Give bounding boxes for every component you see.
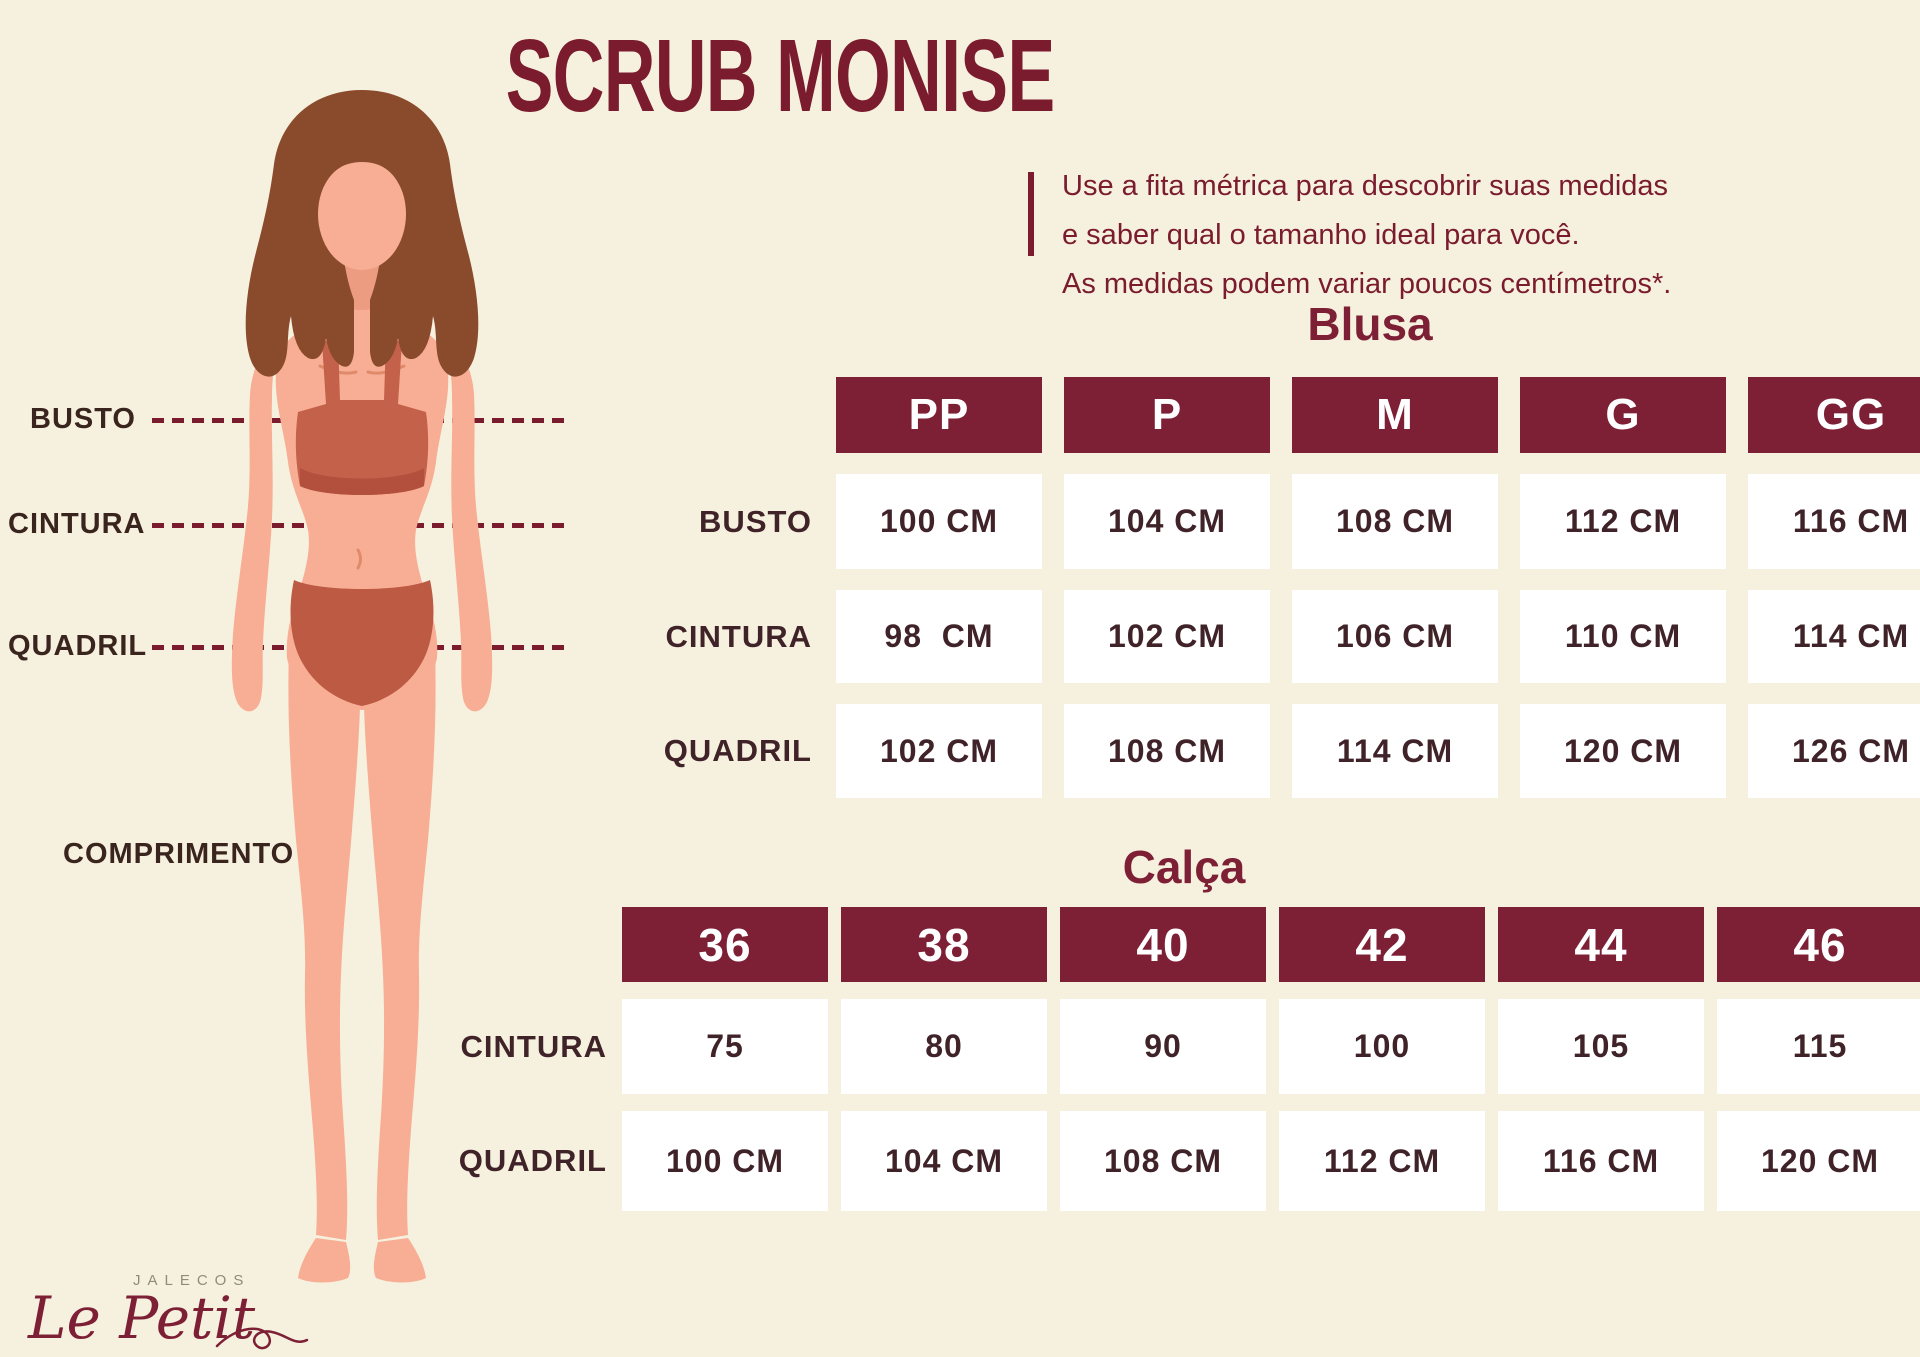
blusa-size-header-m: M — [1292, 377, 1498, 453]
figure-hair-fringe — [319, 144, 405, 196]
logo-le-petit-text: Le Petit — [28, 1284, 256, 1352]
busto-label: BUSTO — [30, 403, 136, 435]
intro-line-3: As medidas podem variar poucos centímetr… — [1062, 268, 1672, 300]
page-title: SCRUB MONISE — [505, 19, 1056, 134]
calca-size-header-42: 42 — [1279, 907, 1485, 982]
blusa-busto-gg: 116 CM — [1748, 474, 1920, 569]
blusa-size-header-p: P — [1064, 377, 1270, 453]
figure-bra-shadow — [300, 468, 424, 495]
quadril-label: QUADRIL — [8, 630, 148, 662]
blusa-busto-g: 112 CM — [1520, 474, 1726, 569]
intro-accent-bar — [1028, 172, 1034, 256]
figure-collarbones — [318, 364, 406, 375]
blusa-size-header-pp: PP — [836, 377, 1042, 453]
calca-size-header-38: 38 — [841, 907, 1047, 982]
blusa-row-label-busto: BUSTO — [699, 503, 812, 539]
blusa-busto-m: 108 CM — [1292, 474, 1498, 569]
figure-face — [318, 158, 406, 270]
blusa-cintura-m: 106 CM — [1292, 590, 1498, 683]
blusa-cintura-p: 102 CM — [1064, 590, 1270, 683]
blusa-size-table: PP P M G GG BUSTO 100 CM 104 CM 108 CM 1… — [663, 377, 1920, 798]
blusa-size-header-gg: GG — [1748, 377, 1920, 453]
figure-legs — [288, 648, 436, 1283]
calca-cintura-36: 75 — [622, 999, 828, 1094]
figure-navel — [356, 548, 362, 570]
blusa-cintura-g: 110 CM — [1520, 590, 1726, 683]
calca-cintura-40: 90 — [1060, 999, 1266, 1094]
calca-quadril-46: 120 CM — [1717, 1111, 1920, 1211]
calca-cintura-42: 100 — [1279, 999, 1485, 1094]
blusa-cintura-pp: 98 CM — [836, 590, 1042, 683]
blusa-quadril-gg: 126 CM — [1748, 704, 1920, 798]
calca-size-header-46: 46 — [1717, 907, 1920, 982]
calca-row-label-quadril: QUADRIL — [458, 1143, 607, 1178]
intro-line-2: e saber qual o tamanho ideal para você. — [1062, 219, 1580, 251]
calca-quadril-44: 116 CM — [1498, 1111, 1704, 1211]
blusa-row-label-quadril: QUADRIL — [663, 733, 812, 768]
calca-cintura-38: 80 — [841, 999, 1047, 1094]
calca-quadril-36: 100 CM — [622, 1111, 828, 1211]
calca-quadril-38: 104 CM — [841, 1111, 1047, 1211]
logo-jalecos-text: JALECOS — [133, 1272, 251, 1289]
calca-quadril-40: 108 CM — [1060, 1111, 1266, 1211]
calca-row-label-cintura: CINTURA — [460, 1028, 607, 1064]
intro-text: Use a fita métrica para descobrir suas m… — [1062, 162, 1671, 309]
figure-arms — [231, 334, 493, 712]
calca-size-header-36: 36 — [622, 907, 828, 982]
calca-size-header-40: 40 — [1060, 907, 1266, 982]
blusa-cintura-gg: 114 CM — [1748, 590, 1920, 683]
logo-flourish-icon — [215, 1327, 309, 1350]
calca-cintura-44: 105 — [1498, 999, 1704, 1094]
calca-header-spacer — [381, 907, 609, 982]
figure-panties — [290, 580, 434, 706]
blusa-row-label-cintura: CINTURA — [665, 618, 812, 654]
woman-figure-illustration — [231, 90, 493, 1283]
cintura-label: CINTURA — [8, 508, 146, 540]
calca-heading: Calça — [1122, 841, 1246, 893]
blusa-quadril-m: 114 CM — [1292, 704, 1498, 798]
blusa-quadril-g: 120 CM — [1520, 704, 1726, 798]
blusa-busto-pp: 100 CM — [836, 474, 1042, 569]
blusa-heading: Blusa — [1307, 298, 1433, 350]
calca-quadril-42: 112 CM — [1279, 1111, 1485, 1211]
figure-hair — [245, 90, 479, 377]
calca-size-header-44: 44 — [1498, 907, 1704, 982]
intro-line-1: Use a fita métrica para descobrir suas m… — [1062, 170, 1669, 202]
calca-size-table: 36 38 40 42 44 46 CINTURA 75 80 90 100 1… — [381, 907, 1920, 1211]
calca-cintura-46: 115 — [1717, 999, 1920, 1094]
figure-bra — [295, 338, 429, 495]
blusa-busto-p: 104 CM — [1064, 474, 1270, 569]
blusa-size-header-g: G — [1520, 377, 1726, 453]
blusa-quadril-pp: 102 CM — [836, 704, 1042, 798]
blusa-quadril-p: 108 CM — [1064, 704, 1270, 798]
blusa-header-spacer — [670, 377, 814, 453]
comprimento-label: COMPRIMENTO — [63, 838, 295, 870]
